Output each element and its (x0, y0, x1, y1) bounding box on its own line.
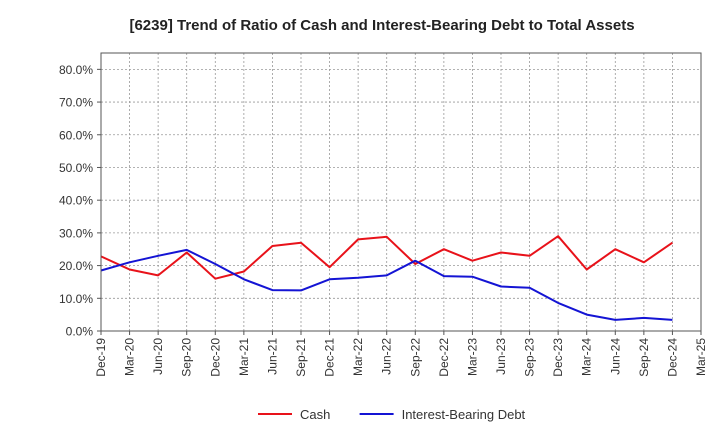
x-tick-label: Mar-24 (580, 338, 594, 376)
chart-title: [6239] Trend of Ratio of Cash and Intere… (129, 17, 634, 34)
legend: Cash Interest-Bearing Debt (258, 407, 526, 422)
y-tick-label: 70.0% (59, 96, 93, 110)
x-tick-label: Mar-25 (694, 338, 708, 376)
x-tick-label: Mar-23 (465, 338, 479, 376)
x-tick-label: Sep-24 (637, 338, 651, 377)
x-tick-label: Dec-23 (551, 338, 565, 377)
y-tick-label: 80.0% (59, 63, 93, 77)
series-line-cash (100, 235, 673, 280)
x-tick-label: Dec-20 (208, 338, 222, 377)
x-axis-ticks: Dec-19 Mar-20 Jun-20 Sep-20 Dec-20 Mar-21 Jun-… (94, 331, 708, 377)
x-tick-label: Mar-20 (123, 338, 137, 376)
y-tick-label: 30.0% (59, 226, 93, 240)
y-tick-label: 0.0% (66, 325, 94, 339)
grid (101, 53, 701, 331)
x-tick-label: Sep-23 (523, 338, 537, 377)
series-line-interest-bearing-debt (100, 248, 673, 321)
x-tick-label: Dec-22 (437, 338, 451, 377)
series-lines (100, 235, 673, 321)
legend-label-interest-bearing-debt: Interest-Bearing Debt (402, 407, 526, 422)
x-tick-label: Jun-21 (265, 338, 279, 375)
y-tick-label: 10.0% (59, 292, 93, 306)
x-tick-label: Dec-21 (323, 338, 337, 377)
x-tick-label: Mar-21 (237, 338, 251, 376)
y-tick-label: 20.0% (59, 259, 93, 273)
legend-label-cash: Cash (300, 407, 330, 422)
y-tick-label: 60.0% (59, 128, 93, 142)
x-tick-label: Jun-24 (608, 338, 622, 375)
x-tick-label: Jun-22 (380, 338, 394, 375)
x-tick-label: Jun-23 (494, 338, 508, 375)
x-tick-label: Sep-21 (294, 338, 308, 377)
x-tick-label: Jun-20 (151, 338, 165, 375)
x-tick-label: Sep-20 (180, 338, 194, 377)
y-tick-label: 50.0% (59, 161, 93, 175)
x-tick-label: Dec-19 (94, 338, 108, 377)
x-tick-label: Dec-24 (665, 338, 679, 377)
y-tick-label: 40.0% (59, 194, 93, 208)
x-tick-label: Mar-22 (351, 338, 365, 376)
y-axis-ticks: 0.0% 10.0% 20.0% 30.0% 40.0% 50.0% 60.0% 70.0% 8… (59, 63, 101, 339)
plot-frame (100, 52, 702, 332)
x-tick-label: Sep-22 (408, 338, 422, 377)
